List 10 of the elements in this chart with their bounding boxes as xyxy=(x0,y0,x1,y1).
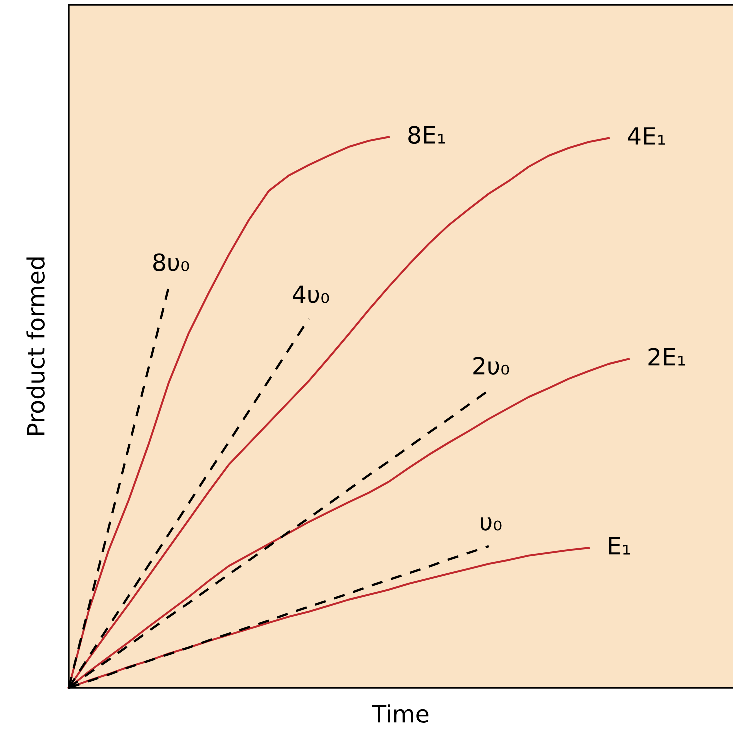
series-label: 8υ₀ xyxy=(154,254,190,272)
series-label: υ₀ xyxy=(481,518,502,531)
y-axis-title: Product formed xyxy=(26,258,45,436)
x-axis-title: Time xyxy=(372,704,429,723)
series-label: 4υ₀ xyxy=(293,286,330,304)
series-label: E₁ xyxy=(609,537,630,555)
series-label: 8E₁ xyxy=(408,126,446,144)
series-label: 2υ₀ xyxy=(474,357,510,375)
series-label: 2E₁ xyxy=(648,348,686,366)
series-label: 4E₁ xyxy=(628,128,666,145)
